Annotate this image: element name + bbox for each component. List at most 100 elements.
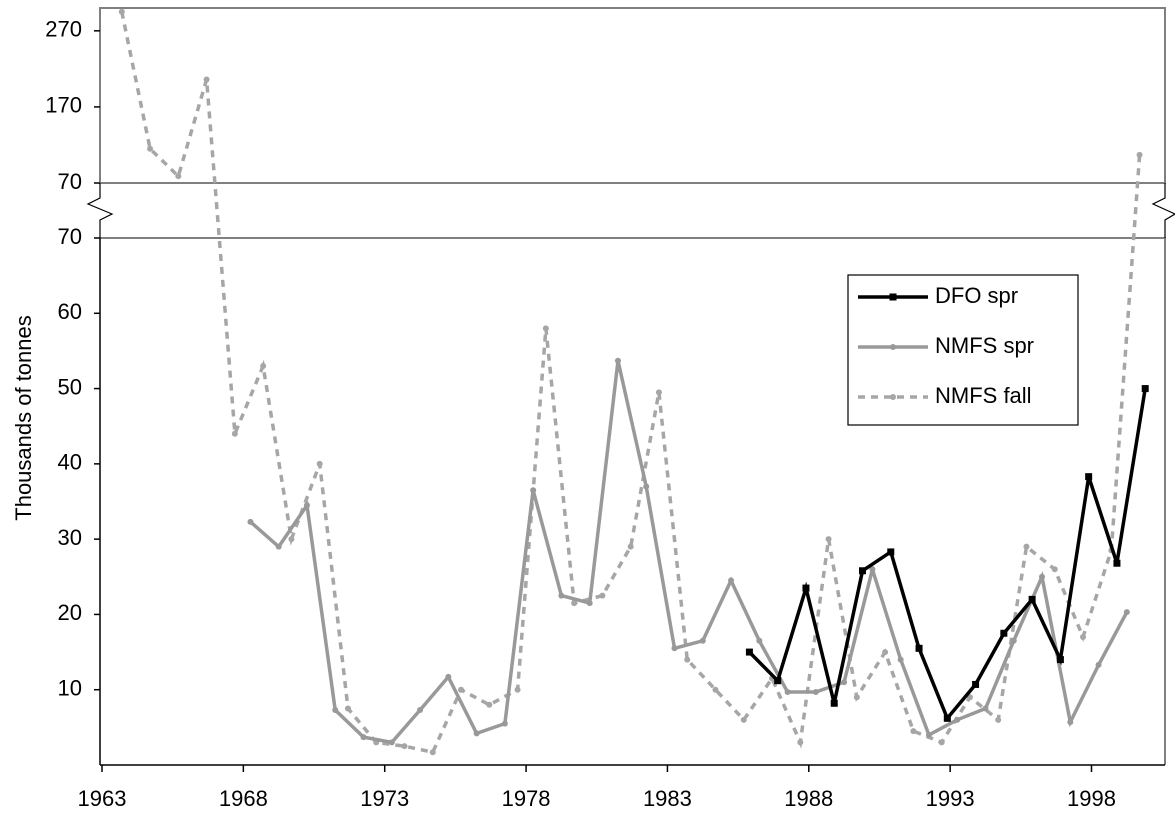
- marker: [1136, 151, 1143, 158]
- y-axis-label: Thousands of tonnes: [11, 315, 36, 520]
- marker: [1085, 473, 1093, 481]
- y-tick-label: 70: [58, 169, 82, 194]
- marker: [514, 686, 521, 693]
- x-tick-label: 1973: [360, 786, 409, 811]
- marker: [954, 716, 961, 723]
- legend-box: [847, 274, 1079, 426]
- marker: [869, 566, 876, 573]
- legend-marker: [890, 394, 896, 400]
- marker: [712, 686, 719, 693]
- marker: [943, 714, 951, 722]
- x-tick-label: 1983: [643, 786, 692, 811]
- marker: [627, 543, 634, 550]
- axis-break: [1151, 183, 1175, 238]
- marker: [1056, 656, 1064, 664]
- marker: [458, 686, 465, 693]
- marker: [1080, 634, 1087, 641]
- marker: [910, 728, 917, 735]
- x-tick-label: 1963: [78, 786, 127, 811]
- marker: [740, 716, 747, 723]
- x-tick-label: 1978: [502, 786, 551, 811]
- upper-panel-frame: [99, 7, 1166, 184]
- y-tick-label: 170: [45, 93, 82, 118]
- marker: [316, 460, 323, 467]
- marker: [1000, 629, 1008, 637]
- marker: [802, 584, 810, 592]
- marker: [784, 688, 791, 695]
- marker: [1028, 595, 1036, 603]
- marker: [841, 679, 848, 686]
- y-tick-label: 30: [58, 525, 82, 550]
- marker: [774, 677, 782, 685]
- x-tick-label: 1993: [926, 786, 975, 811]
- marker: [599, 592, 606, 599]
- axis-break: [86, 183, 114, 238]
- marker: [655, 389, 662, 396]
- marker: [966, 694, 973, 701]
- y-tick-label: 70: [58, 224, 82, 249]
- marker: [972, 680, 980, 688]
- marker: [925, 731, 932, 738]
- marker: [571, 600, 578, 607]
- marker: [1113, 559, 1121, 567]
- marker: [728, 577, 735, 584]
- marker: [1010, 637, 1017, 644]
- marker: [501, 720, 508, 727]
- legend-marker: [890, 344, 896, 350]
- marker: [887, 548, 895, 556]
- legend-label: NMFS spr: [935, 333, 1034, 358]
- x-tick-label: 1998: [1067, 786, 1116, 811]
- legend-label: DFO spr: [935, 283, 1018, 308]
- marker: [486, 701, 493, 708]
- marker: [745, 648, 753, 656]
- marker: [614, 357, 621, 364]
- marker: [797, 739, 804, 746]
- marker: [915, 644, 923, 652]
- marker: [401, 743, 408, 750]
- marker: [473, 730, 480, 737]
- marker: [445, 673, 452, 680]
- marker: [1095, 661, 1102, 668]
- marker: [530, 487, 537, 494]
- marker: [147, 145, 154, 152]
- marker: [671, 645, 678, 652]
- x-tick-label: 1968: [219, 786, 268, 811]
- marker: [756, 637, 763, 644]
- marker: [938, 739, 945, 746]
- marker: [897, 656, 904, 663]
- y-tick-label: 50: [58, 374, 82, 399]
- marker: [830, 699, 838, 707]
- marker: [1067, 719, 1074, 726]
- marker: [812, 688, 819, 695]
- marker: [684, 656, 691, 663]
- marker: [118, 8, 125, 15]
- marker: [231, 430, 238, 437]
- y-tick-label: 40: [58, 450, 82, 475]
- marker: [1141, 385, 1149, 393]
- series-line: [748, 388, 1147, 722]
- marker: [542, 325, 549, 332]
- marker: [1039, 573, 1046, 580]
- marker: [260, 362, 267, 369]
- y-tick-label: 10: [58, 676, 82, 701]
- series-line: [249, 360, 1129, 745]
- marker: [1023, 543, 1030, 550]
- marker: [344, 705, 351, 712]
- marker: [388, 739, 395, 746]
- marker: [288, 536, 295, 543]
- legend-marker: [889, 293, 897, 301]
- marker: [558, 592, 565, 599]
- y-tick-label: 20: [58, 600, 82, 625]
- marker: [1051, 566, 1058, 573]
- marker: [643, 483, 650, 490]
- marker: [825, 536, 832, 543]
- marker: [247, 518, 254, 525]
- marker: [586, 600, 593, 607]
- y-tick-label: 60: [58, 299, 82, 324]
- marker: [175, 173, 182, 180]
- marker: [882, 649, 889, 656]
- marker: [332, 707, 339, 714]
- marker: [982, 705, 989, 712]
- legend-label: NMFS fall: [935, 383, 1032, 408]
- x-tick-label: 1988: [784, 786, 833, 811]
